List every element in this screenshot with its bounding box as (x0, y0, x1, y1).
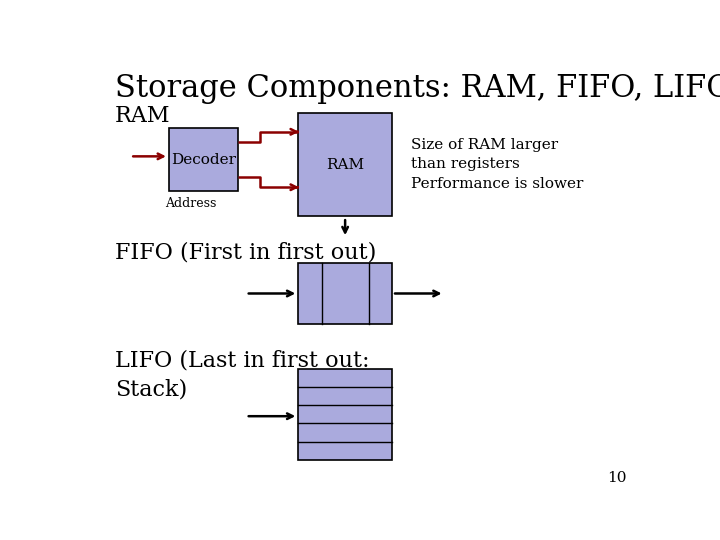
Text: Decoder: Decoder (171, 152, 236, 166)
FancyBboxPatch shape (298, 264, 392, 323)
FancyBboxPatch shape (298, 369, 392, 460)
Text: Address: Address (165, 197, 216, 210)
Text: LIFO (Last in first out:
Stack): LIFO (Last in first out: Stack) (115, 350, 369, 401)
FancyBboxPatch shape (168, 128, 238, 191)
Text: FIFO (First in first out): FIFO (First in first out) (115, 242, 377, 264)
Text: 10: 10 (608, 471, 627, 485)
Text: RAM: RAM (326, 158, 364, 172)
Text: Storage Components: RAM, FIFO, LIFO: Storage Components: RAM, FIFO, LIFO (115, 72, 720, 104)
FancyBboxPatch shape (298, 112, 392, 217)
Text: RAM: RAM (115, 105, 171, 127)
Text: Size of RAM larger
than registers
Performance is slower: Size of RAM larger than registers Perfor… (411, 138, 584, 191)
